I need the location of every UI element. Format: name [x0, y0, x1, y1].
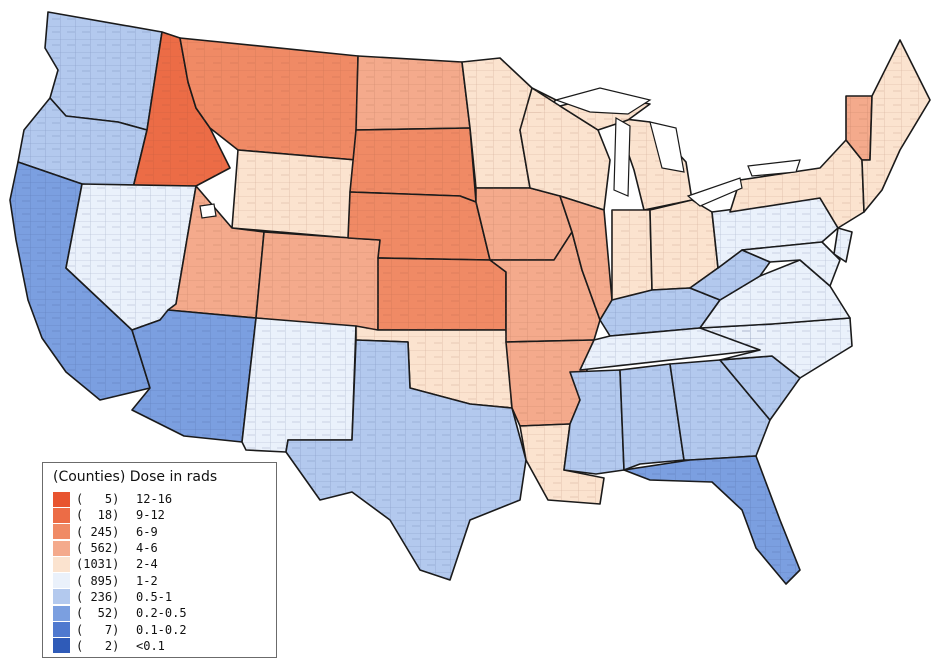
- legend-swatch: [53, 622, 70, 638]
- legend-count: ( 5): [76, 492, 120, 507]
- legend-range: <0.1: [136, 638, 165, 653]
- legend-swatch: [53, 524, 70, 540]
- legend-row: ( 5) 12-16: [53, 491, 268, 507]
- state-maryland-delaware-county-lines: [742, 242, 840, 286]
- legend-swatch: [53, 589, 70, 605]
- lake-erie: [686, 177, 743, 207]
- state-wyoming-county-lines: [232, 150, 356, 238]
- state-nebraska-county-lines: [348, 192, 490, 260]
- legend-row: ( 7) 0.1-0.2: [53, 621, 268, 638]
- legend-swatch: [53, 507, 70, 523]
- legend-range: 0.5-1: [136, 589, 173, 604]
- legend-count: ( 18): [76, 508, 120, 523]
- legend-range: 2-4: [136, 557, 158, 572]
- legend-swatch: [53, 556, 70, 572]
- state-new-england-east-county-lines: [862, 40, 930, 212]
- map-legend: (Counties) Dose in rads ( 5) 12-16 ( 18)…: [42, 462, 277, 658]
- legend-count: ( 245): [76, 524, 120, 539]
- legend-rows: ( 5) 12-16 ( 18) 9-12 ( 245) 6-9 ( 562) …: [53, 491, 268, 654]
- state-colorado-county-lines: [256, 232, 380, 330]
- state-kansas-county-lines: [378, 258, 506, 330]
- legend-count: ( 2): [76, 638, 120, 653]
- legend-count: (1031): [76, 557, 120, 572]
- state-michigan-county-lines: [616, 118, 692, 210]
- great-lakes: [199, 87, 801, 219]
- great-salt-lake: [199, 203, 217, 219]
- state-oregon-county-lines: [18, 98, 147, 188]
- legend-swatch: [53, 638, 70, 654]
- state-illinois-county-lines: [560, 196, 612, 320]
- legend-count: ( 52): [76, 606, 120, 621]
- state-louisiana-county-lines: [520, 424, 604, 504]
- state-florida-county-lines: [624, 456, 800, 584]
- state-arizona-county-lines: [132, 310, 256, 442]
- state-indiana-county-lines: [612, 210, 652, 300]
- legend-count: ( 562): [76, 541, 120, 556]
- state-south-carolina-county-lines: [720, 356, 800, 420]
- state-california-county-lines: [10, 162, 150, 400]
- state-mississippi-county-lines: [564, 370, 624, 474]
- legend-range: 9-12: [136, 508, 165, 523]
- legend-row: ( 245) 6-9: [53, 524, 268, 540]
- state-new-jersey-county-lines: [834, 228, 852, 262]
- state-washington-county-lines: [45, 12, 162, 130]
- lake-michigan: [613, 116, 631, 197]
- state-ohio-county-lines: [650, 200, 718, 290]
- legend-title: (Counties) Dose in rads: [53, 469, 218, 485]
- lake-superior: [553, 87, 652, 115]
- legend-range: 0.1-0.2: [136, 622, 187, 637]
- state-virginia-county-lines: [700, 260, 850, 328]
- state-west-virginia-county-lines: [690, 250, 770, 300]
- legend-row: ( 18) 9-12: [53, 507, 268, 523]
- state-north-dakota-county-lines: [356, 56, 470, 130]
- legend-count: ( 895): [76, 573, 120, 588]
- state-missouri-county-lines: [490, 232, 600, 342]
- state-south-dakota-county-lines: [350, 128, 476, 202]
- legend-swatch: [53, 605, 70, 621]
- lake-huron: [649, 121, 685, 173]
- state-north-carolina-county-lines: [700, 318, 852, 378]
- legend-range: 6-9: [136, 524, 158, 539]
- state-wisconsin-county-lines: [520, 88, 610, 210]
- legend-range: 12-16: [136, 492, 173, 507]
- state-idaho-county-lines: [133, 32, 230, 188]
- legend-swatch: [53, 573, 70, 589]
- state-new-mexico-county-lines: [242, 318, 356, 452]
- legend-range: 0.2-0.5: [136, 606, 187, 621]
- county-lines-overlay: [10, 12, 930, 584]
- lake-ontario: [747, 159, 801, 177]
- legend-row: ( 52) 0.2-0.5: [53, 605, 268, 621]
- state-arkansas-county-lines: [506, 340, 594, 426]
- legend-swatch: [53, 491, 70, 507]
- legend-range: 4-6: [136, 541, 158, 556]
- legend-swatch: [53, 540, 70, 556]
- state-iowa-county-lines: [476, 188, 572, 260]
- state-pennsylvania-county-lines: [712, 198, 838, 268]
- state-texas-county-lines: [286, 340, 526, 580]
- state-oklahoma-county-lines: [356, 326, 512, 408]
- legend-row: ( 2) <0.1: [53, 638, 268, 654]
- state-nevada-county-lines: [66, 184, 196, 330]
- legend-range: 1-2: [136, 573, 158, 588]
- state-kentucky-county-lines: [600, 288, 720, 336]
- state-utah-county-lines: [168, 186, 264, 318]
- state-new-england-west-county-lines: [846, 96, 872, 160]
- state-alabama-county-lines: [620, 364, 684, 470]
- legend-count: ( 236): [76, 589, 120, 604]
- state-georgia-county-lines: [670, 360, 770, 460]
- state-montana-county-lines: [180, 38, 358, 160]
- legend-row: ( 895) 1-2: [53, 572, 268, 589]
- legend-row: (1031) 2-4: [53, 556, 268, 572]
- legend-row: ( 236) 0.5-1: [53, 589, 268, 605]
- state-new-york-county-lines: [730, 140, 864, 228]
- legend-row: ( 562) 4-6: [53, 540, 268, 556]
- legend-count: ( 7): [76, 622, 120, 637]
